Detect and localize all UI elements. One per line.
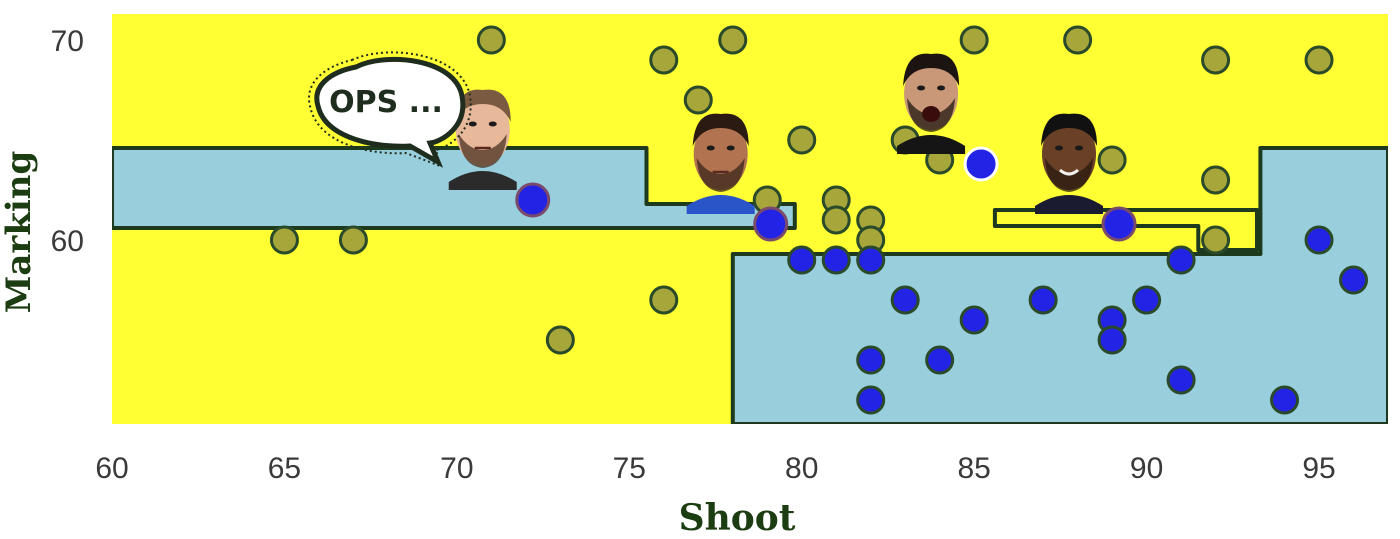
face-shoulders	[897, 135, 966, 154]
speech-bubble-shape	[314, 56, 466, 168]
class-a-point-14	[1201, 165, 1231, 195]
class-a-point-5	[683, 85, 713, 115]
x-tick-85: 85	[957, 452, 990, 485]
class-b-point-2	[856, 245, 886, 275]
class-a-point-7	[1304, 45, 1334, 75]
class-b-point-12	[856, 345, 886, 375]
plot-area	[112, 14, 1388, 424]
x-tick-90: 90	[1130, 452, 1163, 485]
class-b-point-6	[890, 285, 920, 315]
class-b-point-1	[821, 245, 851, 275]
player-faces	[448, 53, 1137, 242]
class-a-point-6	[1201, 45, 1231, 75]
class-b-point-5	[1339, 265, 1369, 295]
boundary-0	[112, 146, 797, 230]
x-tick-75: 75	[613, 452, 646, 485]
face-hair	[1041, 113, 1098, 146]
y-tick-70: 70	[51, 25, 84, 58]
x-tick-60: 60	[95, 452, 128, 485]
class-a-point-2	[1063, 25, 1093, 55]
x-tick-80: 80	[785, 452, 818, 485]
x-tick-labels: 60 65 70 75 80 85 90 95	[95, 452, 1335, 485]
face-shoulders	[448, 171, 517, 190]
class-a-point-16	[821, 205, 851, 235]
class-a-point-3	[959, 25, 989, 55]
class-b-point-3	[1166, 245, 1196, 275]
decision-boundaries	[112, 146, 1388, 424]
face-shoulders	[1035, 195, 1104, 214]
face-left-eye	[468, 121, 477, 127]
class-a-point-9	[787, 125, 817, 155]
bearded-player-face	[448, 89, 517, 190]
class-b-point-7	[1028, 285, 1058, 315]
face-hair	[903, 53, 960, 86]
class-a-point-0	[476, 25, 506, 55]
highlighted-point-1	[753, 206, 789, 242]
face-right-eye	[937, 85, 946, 91]
face-beard	[696, 158, 745, 192]
face-mouth	[922, 106, 941, 122]
face-left-eye	[706, 145, 715, 151]
class-a-point-1	[718, 25, 748, 55]
class-b-point-15	[856, 385, 886, 415]
class-b-point-8	[1132, 285, 1162, 315]
face-right-eye	[1075, 145, 1084, 151]
face-left-eye	[917, 85, 926, 91]
highlighted-point-0	[515, 182, 551, 218]
face-right-eye	[488, 121, 497, 127]
class-a-point-22	[649, 285, 679, 315]
region-a-hole-0	[992, 208, 1259, 252]
x-axis-label: Shoot	[679, 497, 796, 539]
speech-bubble: OPS ...	[308, 51, 472, 168]
y-axis-label: Marking	[0, 151, 39, 314]
face-hair	[454, 89, 511, 122]
class-b-point-4	[1304, 225, 1334, 255]
speech-bubble-halo	[308, 51, 472, 168]
region-b-1	[732, 148, 1388, 424]
y-tick-60: 60	[51, 225, 84, 258]
class-b-point-11	[1097, 325, 1127, 355]
class-b-point-14	[1166, 365, 1196, 395]
x-tick-65: 65	[268, 452, 301, 485]
speech-bubble-text: OPS ...	[329, 85, 443, 120]
face-beard	[458, 134, 507, 168]
class-a-point-20	[269, 225, 299, 255]
data-points	[269, 25, 1369, 415]
x-tick-95: 95	[1302, 452, 1335, 485]
class-b-point-0	[787, 245, 817, 275]
class-a-point-23	[545, 325, 575, 355]
highlighted-point-2	[963, 146, 999, 182]
face-hair	[692, 113, 749, 146]
highlighted-point-3	[1101, 206, 1137, 242]
boundary-1	[730, 146, 1388, 424]
x-tick-70: 70	[440, 452, 473, 485]
class-b-point-16	[1270, 385, 1300, 415]
curly-haired-player-face	[686, 113, 755, 214]
shouting-player-face	[897, 53, 966, 154]
face-right-eye	[726, 145, 735, 151]
class-a-point-12	[1097, 145, 1127, 175]
smiling-player-face	[1035, 113, 1104, 214]
class-b-point-9	[959, 305, 989, 335]
y-tick-labels: 60 70	[51, 25, 84, 258]
face-shoulders	[686, 195, 755, 214]
face-mouth	[1059, 168, 1080, 176]
class-a-point-4	[649, 45, 679, 75]
class-b-point-13	[925, 345, 955, 375]
class-a-point-21	[338, 225, 368, 255]
class-a-point-19	[1201, 225, 1231, 255]
face-left-eye	[1055, 145, 1064, 151]
